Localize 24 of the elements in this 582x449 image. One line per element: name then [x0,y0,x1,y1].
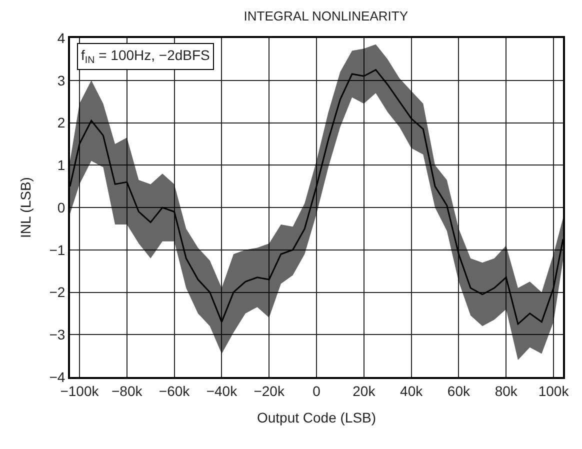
x-tick-label: 60k [447,382,471,399]
x-axis-title: Output Code (LSB) [256,410,376,426]
chart-title: INTEGRAL NONLINEARITY [244,8,408,24]
x-tick-label: 80k [494,382,518,399]
x-tick-label: −100k [60,382,100,399]
y-tick-label: −2 [49,284,66,300]
y-tick-label: 4 [57,30,66,46]
x-tick-label: 100k [538,382,570,399]
annotation: f$_{IN}$ = 100Hz, −2dBFS [81,47,210,66]
x-tick-label: −20k [254,382,286,399]
x-tick-label: −60k [158,382,191,399]
x-tick-label: 0 [312,382,321,399]
y-tick-label: −3 [49,326,66,343]
y-tick-label: 0 [57,199,66,216]
y-axis-title: INL (LSB) [17,177,34,238]
x-tick-label: 20k [352,382,376,399]
x-tick-label: −40k [206,382,238,399]
y-tick-label: 1 [57,157,66,174]
y-tick-label: 2 [57,114,66,131]
y-tick-label: −4 [49,368,66,385]
y-tick-label: −1 [49,242,66,258]
y-tick-label: 3 [57,72,66,88]
x-tick-label: 40k [400,382,424,399]
x-tick-label: −80k [112,382,144,399]
